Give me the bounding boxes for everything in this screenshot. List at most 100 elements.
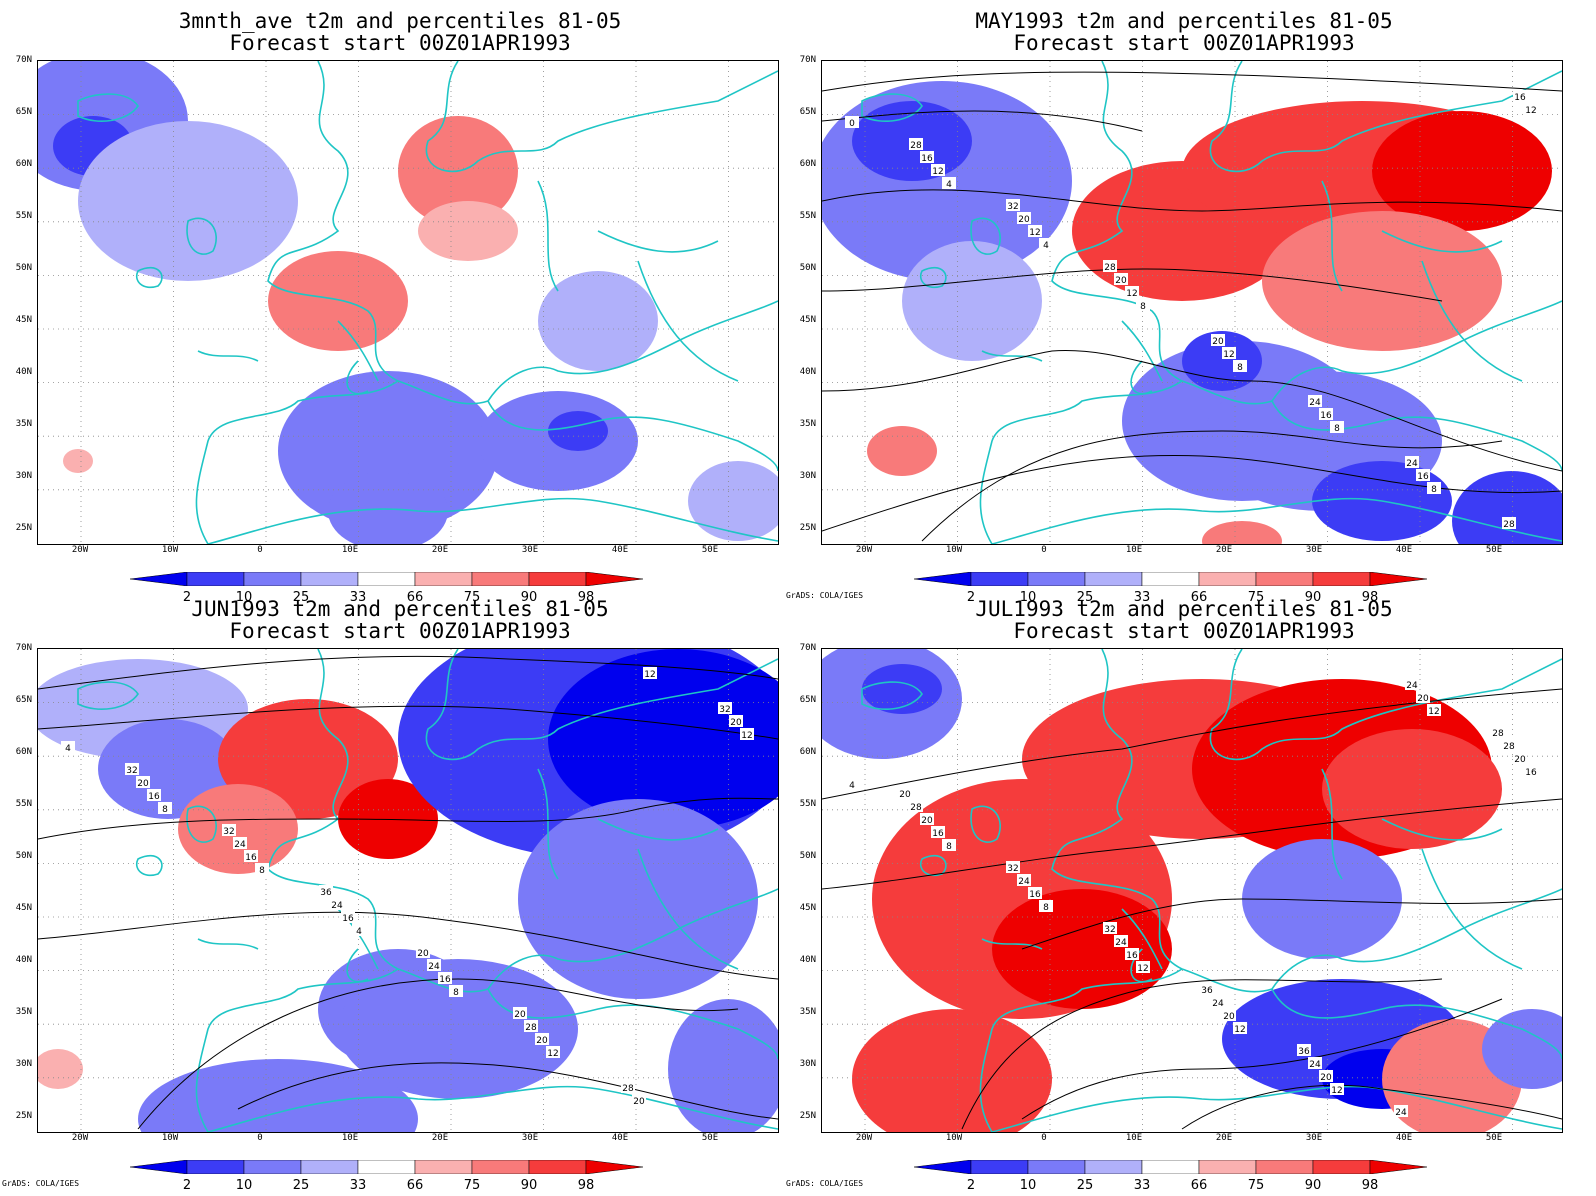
colorbar-label: 90 [1304, 590, 1322, 605]
map-area: 4 8 8 12 12 12 12 16 16 16 16 20 20 20 20 20 24 24 24 24 24 2… [821, 648, 1563, 1133]
contour-label: 4 [1043, 241, 1049, 251]
contour-label: 28 [622, 1084, 634, 1094]
contour-label: 20 [1320, 1073, 1332, 1083]
contour-label: 16 [1417, 472, 1429, 482]
contour-label-bg [1103, 922, 1117, 934]
contour-label: 16 [342, 914, 354, 924]
percentile-shading [38, 649, 778, 1132]
contour-label-bg [909, 800, 923, 812]
longitude-label: 0 [257, 1133, 263, 1143]
contour-label: 24 [1406, 681, 1418, 691]
contour-label-bg [1394, 1105, 1408, 1117]
contour-label: 12 [741, 731, 752, 741]
contour-label: 24 [428, 962, 440, 972]
colorbar-segment [914, 1160, 972, 1174]
longitude-label: 50E [701, 545, 719, 555]
colorbar-label: 90 [520, 590, 538, 605]
latitude-label: 45N [15, 903, 32, 913]
temperature-contour [1021, 998, 1503, 1120]
latitude-label: 45N [799, 903, 816, 913]
contour-label-bg [1222, 347, 1236, 359]
contour-label: 8 [1237, 363, 1243, 373]
map-svg: 4 8 8 4 8 12 12 12 16 16 16 16 20 20 20 20 24 24 24 28 28 32 3… [38, 649, 778, 1132]
contour-label-bg [255, 863, 269, 875]
panel-subtitle: Forecast start 00Z01APR1993 [1013, 619, 1355, 643]
contour-label-bg [535, 1033, 549, 1045]
contour-label: 20 [899, 790, 911, 800]
colorbar-segment [1369, 1160, 1428, 1174]
colorbar-segment [357, 572, 416, 586]
longitude-label: 10E [341, 545, 359, 555]
shaded-region [1452, 471, 1562, 544]
contour-label-bg [942, 177, 956, 189]
contour-label-bg [1028, 225, 1042, 237]
colorbar-label: 98 [577, 1178, 595, 1193]
contour-label-bg [1416, 469, 1430, 481]
contour-label: 28 [1503, 742, 1515, 752]
shaded-region [518, 799, 758, 999]
contour-label: 24 [1309, 1060, 1321, 1070]
shaded-region [328, 471, 448, 544]
colorbar [130, 1160, 644, 1174]
colorbar [130, 572, 644, 586]
temperature-contour [822, 71, 1562, 92]
colorbar-label: 66 [406, 1178, 424, 1193]
colorbar-segment [1141, 1160, 1200, 1174]
contour-label-bg [1125, 948, 1139, 960]
colorbar-segment [1312, 572, 1371, 586]
shaded-region [78, 121, 298, 281]
contour-label: 20 [1018, 215, 1030, 225]
contour-label: 8 [1043, 903, 1049, 913]
contour-label-bg [931, 826, 945, 838]
latitude-label: 35N [799, 419, 816, 429]
contour-label: 0 [849, 119, 855, 129]
contour-label-bg [319, 885, 333, 897]
latitude-label: 35N [15, 1007, 32, 1017]
contour-label: 16 [439, 975, 451, 985]
contour-label: 12 [932, 167, 943, 177]
contour-label-bg [1308, 1057, 1322, 1069]
colorbar-segment [1255, 1160, 1314, 1174]
contour-label: 12 [1029, 228, 1040, 238]
contour-label: 20 [1417, 694, 1429, 704]
contour-label-bg [1039, 900, 1053, 912]
contour-label: 16 [1320, 411, 1332, 421]
colorbar-segment [528, 1160, 587, 1174]
colorbar-label: 10 [1019, 590, 1037, 605]
colorbar-label: 25 [1076, 590, 1094, 605]
contour-label: 8 [1334, 424, 1340, 434]
contour-label-bg [1200, 983, 1214, 995]
contour-label-bg [1233, 360, 1247, 372]
longitude-label: 50E [1485, 545, 1503, 555]
colorbar-segment [1369, 572, 1428, 586]
temperature-contour [822, 688, 1562, 800]
map-panel-3: JUN1993 t2m and percentiles 81-05 Forecas… [0, 588, 780, 1193]
shaded-region [548, 411, 608, 451]
latitude-label: 35N [799, 1007, 816, 1017]
latitude-label: 55N [15, 799, 32, 809]
contour-label-bg [1405, 678, 1419, 690]
contour-label: 12 [1331, 1086, 1342, 1096]
colorbar-segment [130, 572, 188, 586]
longitude-label: 20W [71, 1133, 89, 1143]
longitude-label: 50E [701, 1133, 719, 1143]
contour-label-bg [1114, 273, 1128, 285]
contour-label-bg [1319, 1070, 1333, 1082]
map-area [37, 60, 779, 545]
map-svg [38, 61, 778, 544]
contour-label-bg [632, 1094, 646, 1106]
colorbar-segment [357, 1160, 416, 1174]
contour-label-bg [920, 813, 934, 825]
contour-label: 12 [1223, 350, 1234, 360]
contour-label: 28 [910, 141, 922, 151]
latitude-label: 45N [799, 315, 816, 325]
shaded-region [668, 999, 778, 1132]
contour-label-bg [1125, 286, 1139, 298]
temperature-contour [38, 705, 778, 740]
longitude-label: 30E [521, 1133, 539, 1143]
contour-label: 12 [1137, 964, 1148, 974]
contour-label-bg [898, 787, 912, 799]
colorbar-segment [471, 572, 530, 586]
panel-title: MAY1993 t2m and percentiles 81-05 [975, 9, 1393, 33]
contour-label: 8 [453, 988, 459, 998]
